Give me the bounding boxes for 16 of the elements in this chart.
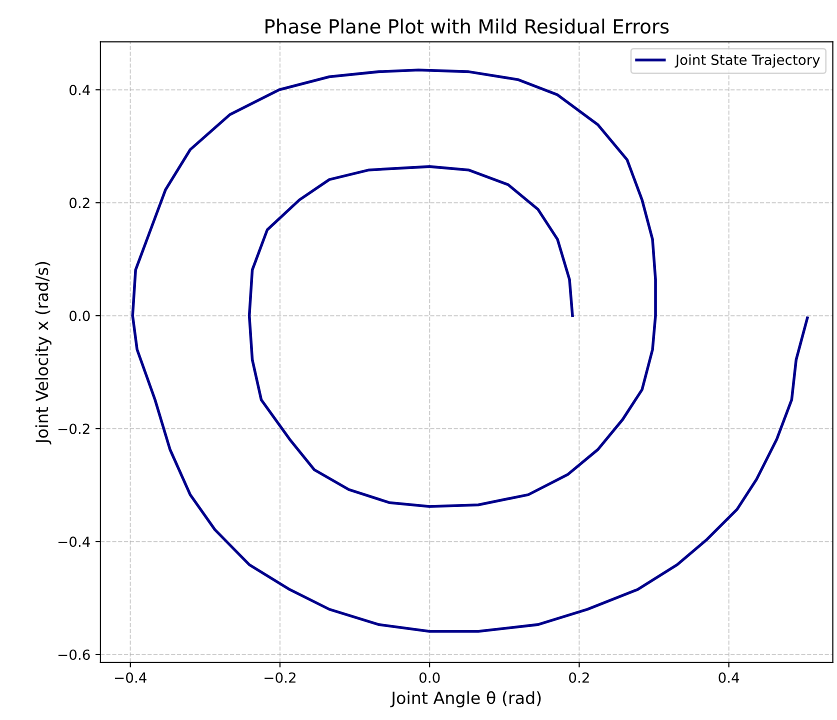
x-tick-label: −0.2 [264,672,296,683]
x-tick-label: −0.4 [114,672,146,683]
y-tick-label: 0.0 [70,310,90,322]
x-tick-label: 0.4 [718,672,740,683]
x-tick-label: 0.2 [569,672,589,683]
y-tick-label: 0.2 [70,198,90,208]
y-tick-label: 0.4 [70,84,90,96]
line-series [131,68,809,633]
y-tick-label: −0.2 [58,424,90,434]
chart-title: Phase Plane Plot with Mild Residual Errors [266,18,669,34]
y-axis-title: Joint Velocity x (rad/s) [35,262,52,444]
y-tick-label: −0.6 [58,649,90,660]
x-tick-label: 0.0 [419,672,440,683]
legend-label: Joint State Trajectory [674,54,820,68]
x-axis-title: Joint Angle θ (rad) [390,691,541,708]
y-tick-label: −0.4 [58,536,90,548]
